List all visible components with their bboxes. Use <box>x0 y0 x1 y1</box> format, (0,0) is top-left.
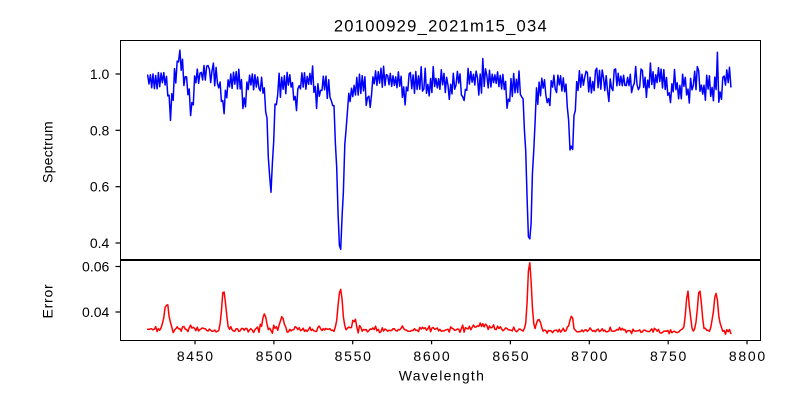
svg-text:8500: 8500 <box>256 348 294 364</box>
svg-text:0.4: 0.4 <box>90 235 110 251</box>
svg-text:Wavelength: Wavelength <box>399 367 485 383</box>
svg-text:8700: 8700 <box>571 348 609 364</box>
svg-text:20100929_2021m15_034: 20100929_2021m15_034 <box>334 17 548 36</box>
svg-text:8800: 8800 <box>729 348 767 364</box>
svg-text:Error: Error <box>39 284 55 319</box>
svg-text:8600: 8600 <box>413 348 451 364</box>
svg-text:0.6: 0.6 <box>90 179 110 195</box>
svg-text:8450: 8450 <box>177 348 215 364</box>
svg-text:0.04: 0.04 <box>82 304 109 320</box>
svg-text:0.8: 0.8 <box>90 122 110 138</box>
svg-text:8550: 8550 <box>335 348 373 364</box>
svg-text:1.0: 1.0 <box>90 66 110 82</box>
svg-text:8750: 8750 <box>650 348 688 364</box>
svg-text:0.06: 0.06 <box>82 259 109 275</box>
svg-text:Spectrum: Spectrum <box>39 121 55 183</box>
svg-text:8650: 8650 <box>492 348 530 364</box>
